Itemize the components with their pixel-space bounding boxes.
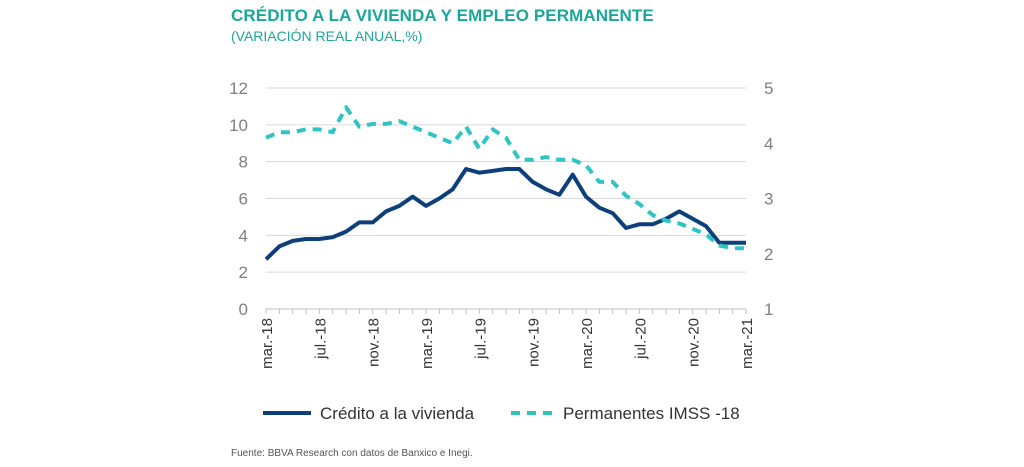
y-axis-left: 0 2 4 6 8 10 12: [229, 79, 248, 319]
legend: Crédito a la vivienda Permanentes IMSS -1…: [263, 404, 740, 423]
x-tick-label: mar.-19: [419, 318, 436, 369]
y-left-tick-label: 10: [229, 116, 248, 135]
y-left-tick-label: 8: [239, 153, 248, 172]
y-left-tick-label: 0: [239, 300, 248, 319]
legend-label-permanentes: Permanentes IMSS -18: [563, 404, 740, 423]
y-right-tick-label: 1: [764, 300, 773, 319]
chart-subtitle: (VARIACIÓN REAL ANUAL,%): [231, 28, 423, 44]
y-axis-right: 1 2 3 4 5: [764, 79, 773, 319]
source-note: Fuente: BBVA Research con datos de Banxi…: [231, 448, 473, 459]
x-tick-label: mar.-18: [259, 318, 276, 369]
y-right-tick-label: 4: [764, 134, 773, 153]
x-tick-label: jul.-19: [472, 318, 489, 360]
series-line-permanentes: [265, 105, 746, 251]
legend-label-credito: Crédito a la vivienda: [320, 404, 475, 423]
series-lines: [264, 105, 746, 261]
x-tick-label: jul.-18: [312, 318, 329, 360]
y-left-tick-label: 12: [229, 79, 248, 98]
gridlines: [266, 87, 746, 273]
x-tick-label: nov.-18: [366, 318, 383, 367]
y-right-tick-label: 3: [764, 190, 773, 209]
x-tick-label: mar.-20: [579, 318, 596, 369]
y-left-tick-label: 2: [239, 263, 248, 282]
x-axis: mar.-18 jul.-18 nov.-18 mar.-19 jul.-19 nov.-…: [259, 308, 756, 369]
chart-title: CRÉDITO A LA VIVIENDA Y EMPLEO PERMANENT…: [231, 6, 654, 25]
y-left-tick-label: 6: [239, 190, 248, 209]
series-line-credito: [264, 167, 746, 261]
y-left-tick-label: 4: [239, 226, 248, 245]
x-tick-label: jul.-20: [632, 318, 649, 360]
y-right-tick-label: 5: [764, 79, 773, 98]
x-tick-label: nov.-20: [686, 318, 703, 367]
x-tick-label: mar.-21: [739, 318, 756, 369]
x-tick-label: nov.-19: [526, 318, 543, 367]
y-right-tick-label: 2: [764, 245, 773, 264]
